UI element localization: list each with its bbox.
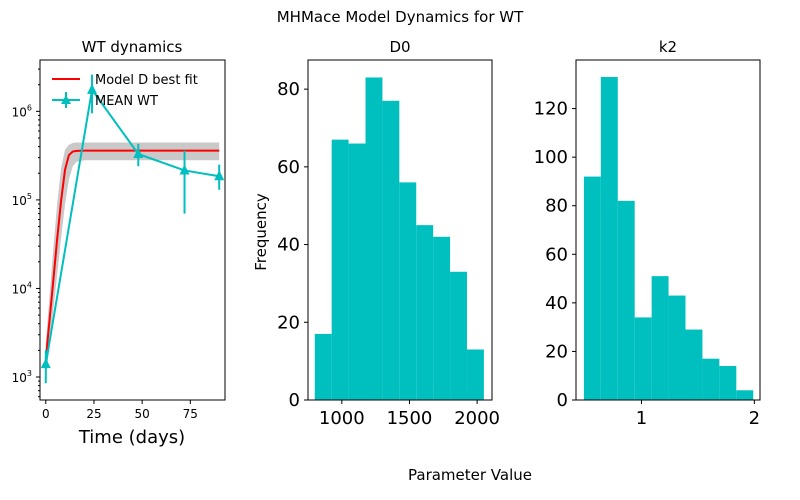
histogram-bar (331, 139, 349, 400)
mean-wt-point (40, 358, 51, 369)
histogram-bar (348, 143, 366, 401)
y-tick-label: 0 (557, 390, 568, 411)
histogram-bar (314, 333, 332, 400)
series-mean-wt (40, 74, 225, 384)
x-tick-label: 75 (183, 407, 198, 421)
x-tick-label: 2 (749, 408, 760, 429)
series-model-d-best-fit (44, 149, 220, 360)
legend: Model D best fit MEAN WT (52, 73, 198, 109)
legend-label: Model D best fit (95, 73, 198, 88)
x-tick-label: 1 (636, 408, 647, 429)
y-tick-label: 60 (277, 157, 300, 178)
y-tick-label: 0 (289, 390, 300, 411)
histogram-bar (433, 236, 451, 400)
histogram-bar (634, 317, 652, 400)
y-tick-label: 106 (12, 103, 32, 119)
y-tick-label: 60 (545, 244, 568, 265)
y-tick-label: 103 (12, 369, 32, 385)
panel-d0-ylabel: Frequency (252, 193, 270, 271)
x-tick-label: 1000 (319, 408, 365, 429)
y-tick-label: 20 (545, 341, 568, 362)
panel-k2-title: k2 (659, 38, 677, 56)
plot-frame (575, 59, 761, 401)
histogram-bar (600, 77, 618, 400)
x-tick-label: 0 (42, 407, 50, 421)
plot-frame (307, 59, 493, 401)
y-tick-label: 120 (534, 99, 568, 120)
y-tick-label: 100 (534, 147, 568, 168)
panel-d0-histogram: D0 Frequency 1000 1500 2000 0 20 40 60 80 (252, 38, 500, 429)
histogram-bar (617, 200, 635, 400)
y-tick-label: 80 (545, 196, 568, 217)
y-tick-label: 20 (277, 312, 300, 333)
histogram-bar (702, 358, 720, 400)
histogram-bar (668, 295, 686, 400)
mean-wt-point (179, 164, 190, 175)
panel-wt-dynamics: WT dynamics Time (days) 0 25 50 75 103 104 105… (12, 38, 226, 448)
plot-frame (39, 59, 226, 401)
y-tick-label: 40 (277, 235, 300, 256)
histogram-bar (365, 77, 383, 400)
x-tick-label: 50 (134, 407, 149, 421)
histogram-bar (583, 176, 601, 400)
mean-wt-point (214, 170, 225, 181)
histogram-bar (416, 225, 434, 400)
y-tick-label: 40 (545, 293, 568, 314)
histogram-bar (736, 390, 754, 400)
histogram-bar (399, 182, 417, 400)
histogram-bar (382, 100, 400, 401)
y-tick-label: 104 (12, 280, 32, 296)
histogram-bar (719, 366, 737, 400)
mean-wt-line (44, 87, 220, 365)
x-tick-label: 1500 (387, 408, 433, 429)
histogram-bar (685, 329, 703, 400)
panel-d0-title: D0 (389, 38, 410, 56)
model-confidence-band (45, 142, 220, 382)
figure-suptitle: MHMace Model Dynamics for WT (277, 8, 524, 26)
mean-wt-point (87, 83, 98, 94)
y-tick-label: 105 (12, 192, 32, 208)
figure-xlabel: Parameter Value (408, 466, 532, 484)
mean-wt-point (133, 147, 144, 158)
y-tick-label: 80 (277, 79, 300, 100)
x-tick-label: 25 (86, 407, 101, 421)
legend-label: MEAN WT (95, 94, 158, 109)
histogram-bar (450, 271, 467, 400)
histogram-bar (651, 276, 669, 400)
panel-wt-title: WT dynamics (82, 38, 183, 56)
x-tick-label: 2000 (454, 408, 500, 429)
panel-wt-xlabel: Time (days) (78, 427, 185, 448)
legend-swatch-mean-marker (61, 95, 71, 104)
histogram-bar (466, 349, 484, 400)
